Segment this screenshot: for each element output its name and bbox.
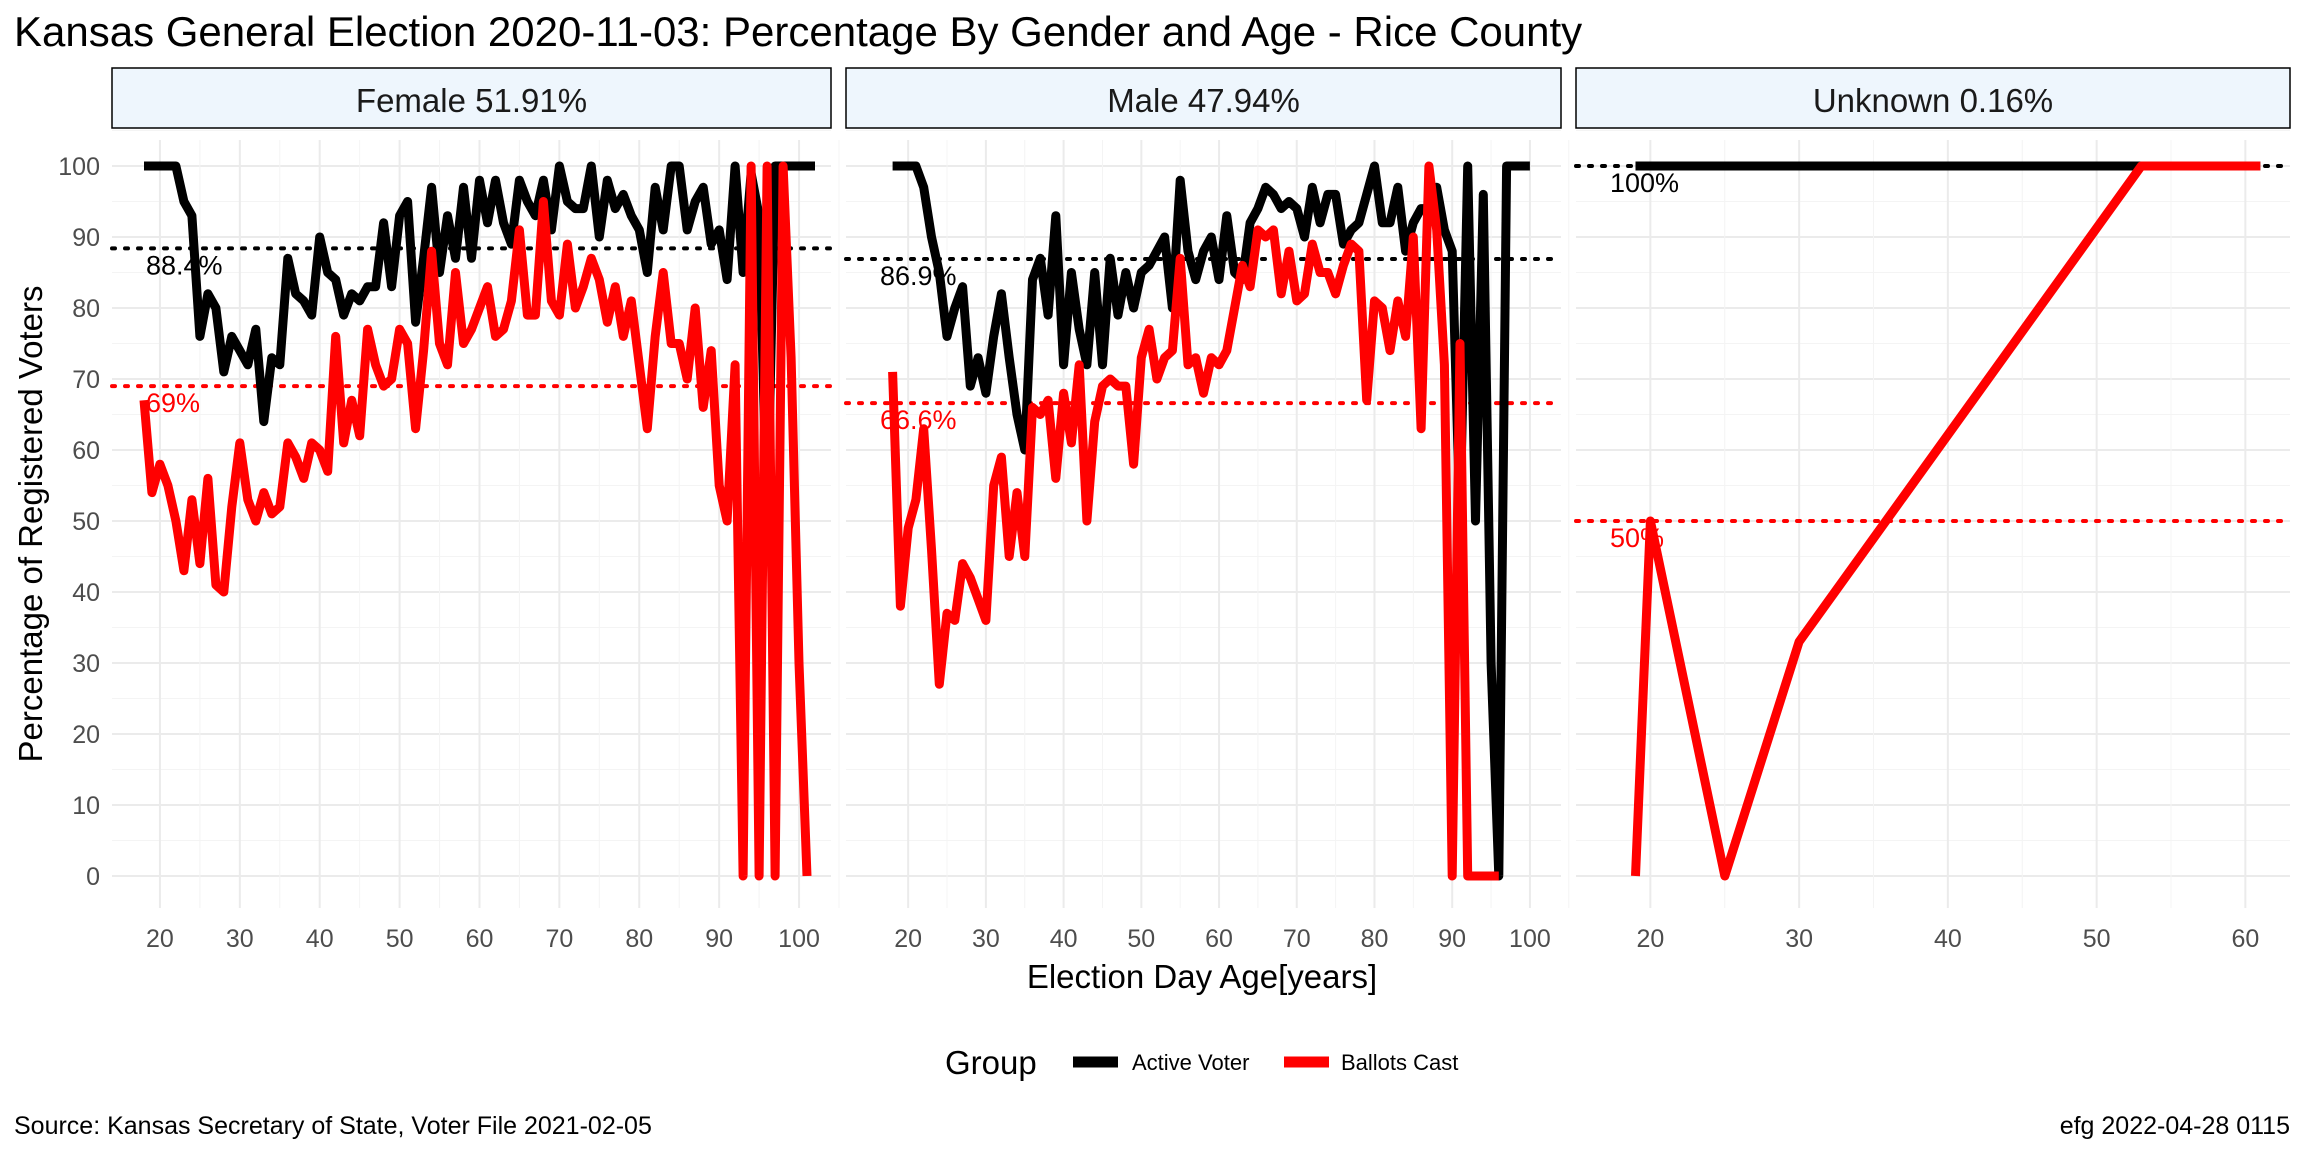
facet-strip xyxy=(845,67,1562,129)
facet-female: Female 51.91% 20 30 40 50 60 70 80 90 100 0 10 20 30 4… xyxy=(58,67,840,953)
y-axis-title: Percentage of Registered Voters xyxy=(12,286,49,763)
facets: Female 51.91% 20 30 40 50 60 70 80 90 100 0 10 20 30 4… xyxy=(58,67,2292,953)
legend: Group Active Voter Ballots Cast xyxy=(945,1044,1458,1081)
x-tick-label: 50 xyxy=(386,925,414,953)
legend-title: Group xyxy=(945,1044,1037,1081)
reference-label-ballots-cast: 69% xyxy=(146,388,200,418)
x-tick-label: 70 xyxy=(545,925,573,953)
x-tick-label: 50 xyxy=(2083,925,2111,953)
x-tick-label: 20 xyxy=(146,925,174,953)
y-tick-label: 20 xyxy=(72,721,100,749)
reference-label-active-voter: 100% xyxy=(1610,168,1679,198)
x-tick-label: 70 xyxy=(1283,925,1311,953)
x-tick-label: 40 xyxy=(306,925,334,953)
y-tick-label: 90 xyxy=(72,224,100,252)
series-line-active-voter xyxy=(144,161,815,533)
facet-strip xyxy=(111,67,832,129)
y-tick-label: 10 xyxy=(72,792,100,820)
x-tick-label: 60 xyxy=(2231,925,2259,953)
x-tick-label: 90 xyxy=(705,925,733,953)
facet-unknown: Unknown 0.16% 20 30 40 50 60 100% 50% xyxy=(1574,67,2292,953)
y-tick-label: 40 xyxy=(72,579,100,607)
x-tick-label: 100 xyxy=(1509,925,1551,953)
caption-source: Source: Kansas Secretary of State, Voter… xyxy=(14,1112,652,1140)
x-tick-label: 60 xyxy=(1205,925,1233,953)
facet-strip-label: Unknown 0.16% xyxy=(1813,82,2053,119)
x-tick-label: 60 xyxy=(466,925,494,953)
x-tick-label: 80 xyxy=(625,925,653,953)
facet-strip xyxy=(1575,67,2291,129)
legend-label-active-voter: Active Voter xyxy=(1132,1050,1249,1075)
legend-label-ballots-cast: Ballots Cast xyxy=(1341,1050,1458,1075)
reference-label-active-voter: 86.9% xyxy=(880,261,957,291)
x-tick-label: 20 xyxy=(894,925,922,953)
x-tick-label: 100 xyxy=(778,925,820,953)
x-tick-label: 90 xyxy=(1438,925,1466,953)
caption-credit: efg 2022-04-28 0115 xyxy=(2060,1112,2290,1140)
reference-label-active-voter: 88.4% xyxy=(146,250,223,280)
series-line-ballots-cast xyxy=(139,161,812,881)
facet-strip-label: Female 51.91% xyxy=(356,82,587,119)
y-tick-label: 80 xyxy=(72,295,100,323)
facet-strip-label: Male 47.94% xyxy=(1107,82,1300,119)
x-tick-label: 30 xyxy=(972,925,1000,953)
y-tick-label: 60 xyxy=(72,437,100,465)
y-tick-label: 0 xyxy=(86,863,100,891)
reference-label-ballots-cast: 50% xyxy=(1610,523,1664,553)
y-tick-label: 100 xyxy=(58,153,100,181)
x-tick-label: 80 xyxy=(1361,925,1389,953)
x-tick-label: 40 xyxy=(1050,925,1078,953)
x-tick-label: 20 xyxy=(1636,925,1664,953)
y-tick-label: 30 xyxy=(72,650,100,678)
y-tick-label: 70 xyxy=(72,366,100,394)
reference-label-ballots-cast: 66.6% xyxy=(880,405,957,435)
x-tick-label: 40 xyxy=(1934,925,1962,953)
series-line-ballots-cast xyxy=(888,161,1499,881)
chart-title: Kansas General Election 2020-11-03: Perc… xyxy=(14,8,1582,55)
x-axis-title: Election Day Age[years] xyxy=(1027,958,1377,995)
x-tick-label: 50 xyxy=(1127,925,1155,953)
x-tick-label: 30 xyxy=(226,925,254,953)
facet-male: Male 47.94% 20 30 40 50 60 70 80 90 100 86.9% 66.6% xyxy=(844,67,1570,953)
series-line-ballots-cast xyxy=(1631,161,2261,881)
x-tick-label: 30 xyxy=(1785,925,1813,953)
y-tick-label: 50 xyxy=(72,508,100,536)
